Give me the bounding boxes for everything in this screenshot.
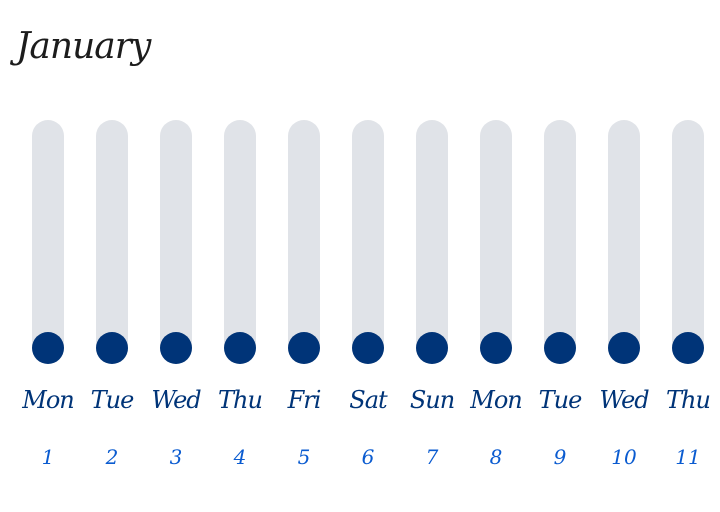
day-track — [480, 120, 512, 364]
day-track — [672, 120, 704, 364]
day-column[interactable]: Tue 9 — [528, 120, 592, 480]
day-column[interactable]: Thu 4 — [208, 120, 272, 480]
day-track — [544, 120, 576, 364]
weekday-label: Thu — [218, 386, 263, 414]
day-column[interactable]: Fri 5 — [272, 120, 336, 480]
day-track — [32, 120, 64, 364]
day-dot — [32, 332, 64, 364]
day-track — [224, 120, 256, 364]
day-number: 5 — [297, 445, 311, 469]
day-number: 1 — [41, 445, 55, 469]
day-number: 6 — [361, 445, 375, 469]
day-number: 8 — [489, 445, 503, 469]
weekday-label: Wed — [151, 386, 201, 414]
day-number: 2 — [105, 445, 119, 469]
weekday-label: Fri — [287, 386, 322, 414]
day-dot — [160, 332, 192, 364]
weekday-label: Tue — [90, 386, 135, 414]
day-track — [416, 120, 448, 364]
day-dot — [288, 332, 320, 364]
weekday-label: Mon — [470, 386, 522, 414]
day-number: 10 — [611, 445, 637, 469]
day-number: 9 — [553, 445, 567, 469]
day-dot — [672, 332, 704, 364]
day-track — [608, 120, 640, 364]
day-column[interactable]: Wed 10 — [592, 120, 656, 480]
calendar-month-title: January — [16, 26, 151, 67]
weekday-label: Tue — [538, 386, 583, 414]
day-number: 3 — [169, 445, 183, 469]
weekday-label: Sun — [409, 386, 455, 414]
day-track — [352, 120, 384, 364]
weekday-label: Thu — [666, 386, 711, 414]
day-dot — [416, 332, 448, 364]
day-dot — [224, 332, 256, 364]
day-column[interactable]: Wed 3 — [144, 120, 208, 480]
day-dot — [480, 332, 512, 364]
day-dot — [96, 332, 128, 364]
day-number: 7 — [425, 445, 439, 469]
day-dot — [352, 332, 384, 364]
weekday-label: Sat — [349, 386, 387, 414]
weekday-label: Wed — [599, 386, 649, 414]
day-column[interactable]: Sat 6 — [336, 120, 400, 480]
day-column[interactable]: Tue 2 — [80, 120, 144, 480]
day-track — [96, 120, 128, 364]
day-dot — [544, 332, 576, 364]
day-column[interactable]: Mon 1 — [16, 120, 80, 480]
day-track — [160, 120, 192, 364]
day-dot — [608, 332, 640, 364]
day-track — [288, 120, 320, 364]
day-number: 11 — [675, 445, 701, 469]
day-column[interactable]: Sun 7 — [400, 120, 464, 480]
day-number: 4 — [233, 445, 247, 469]
weekday-label: Mon — [22, 386, 74, 414]
day-column[interactable]: Thu 11 — [656, 120, 720, 480]
day-column[interactable]: Mon 8 — [464, 120, 528, 480]
